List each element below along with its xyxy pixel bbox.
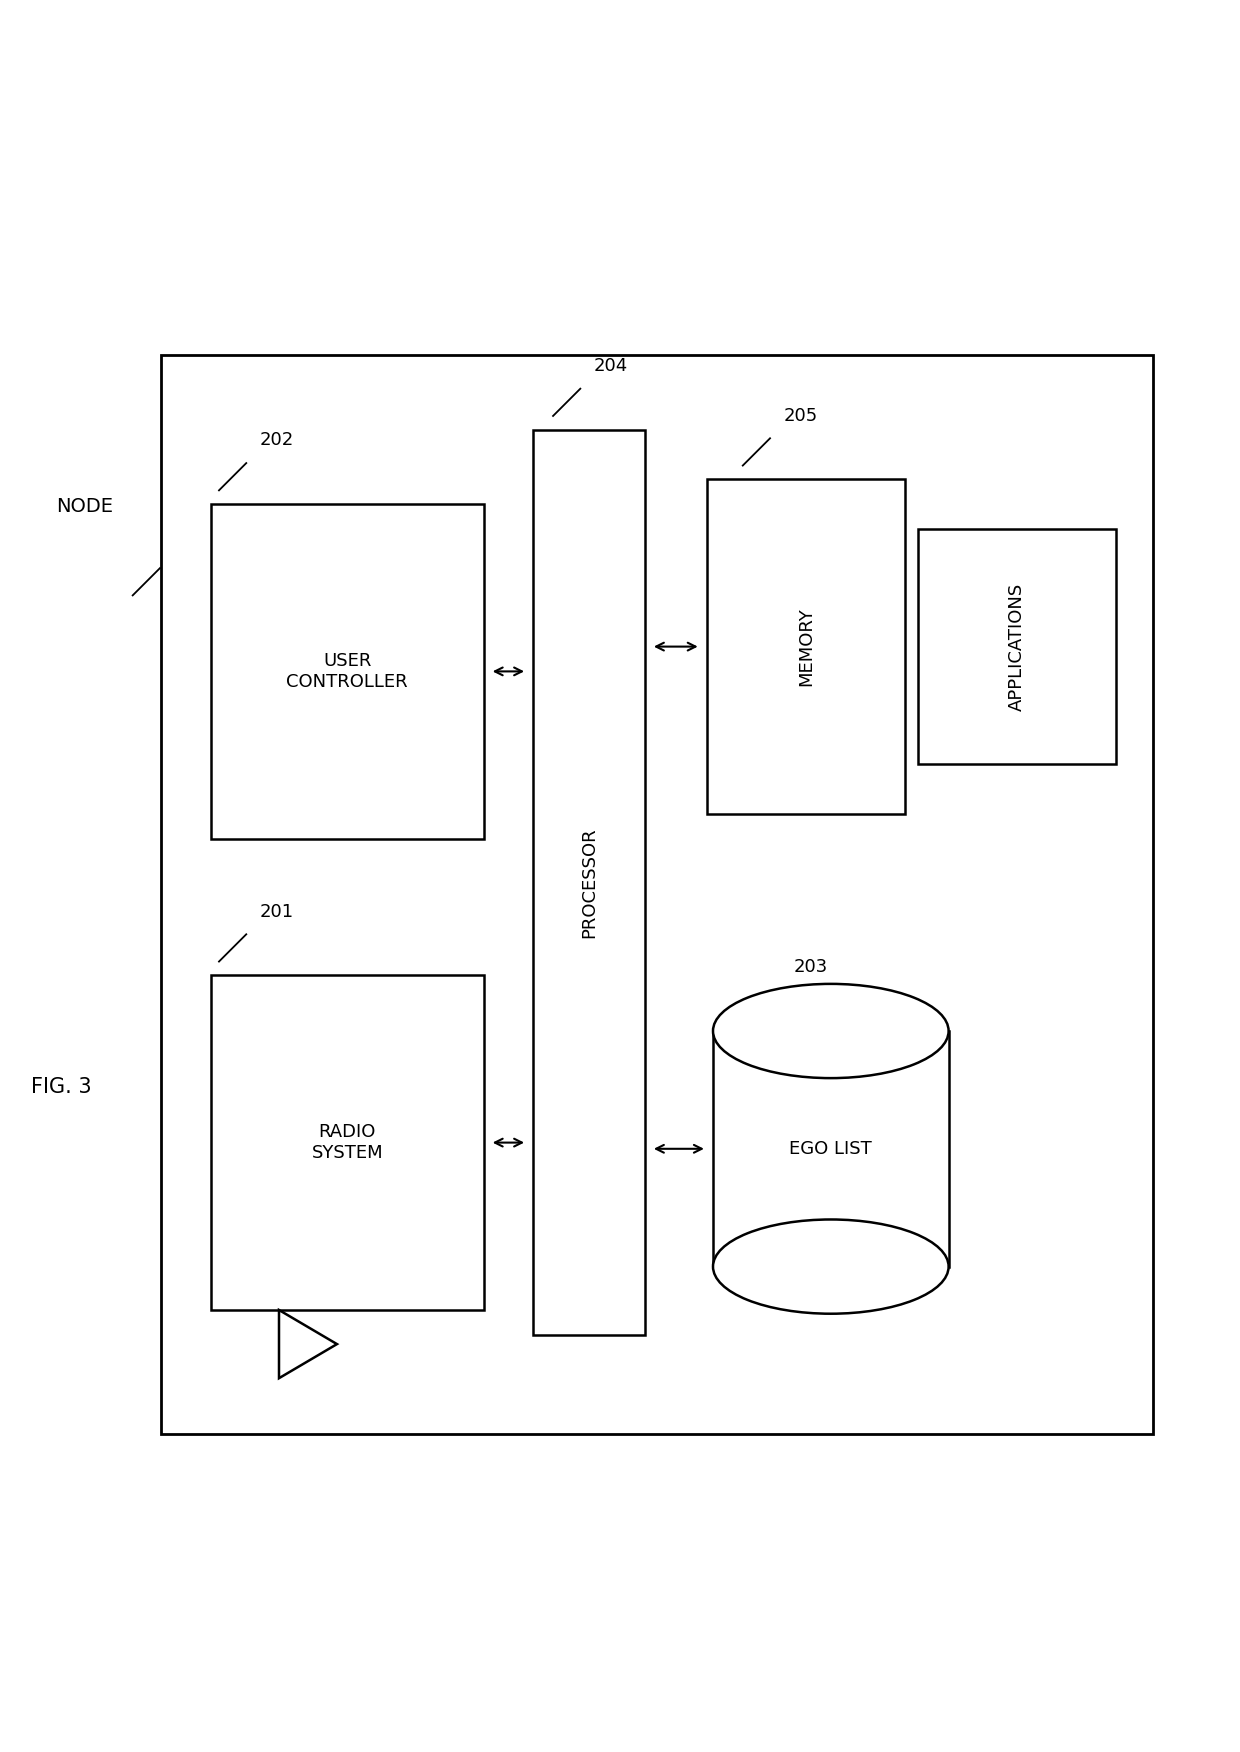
Text: RADIO
SYSTEM: RADIO SYSTEM: [311, 1123, 383, 1162]
Text: 202: 202: [260, 431, 294, 450]
Ellipse shape: [713, 985, 949, 1077]
FancyBboxPatch shape: [533, 429, 645, 1335]
FancyBboxPatch shape: [211, 976, 484, 1310]
FancyBboxPatch shape: [918, 529, 1116, 764]
Text: USER
CONTROLLER: USER CONTROLLER: [286, 652, 408, 690]
Text: NODE: NODE: [56, 498, 113, 515]
Text: EGO LIST: EGO LIST: [790, 1141, 872, 1158]
Text: FIG. 3: FIG. 3: [31, 1077, 92, 1097]
Text: 201: 201: [260, 902, 294, 920]
FancyBboxPatch shape: [707, 480, 905, 815]
FancyBboxPatch shape: [211, 505, 484, 839]
Polygon shape: [279, 1310, 337, 1379]
Text: MEMORY: MEMORY: [797, 608, 815, 687]
Bar: [713, 1030, 949, 1267]
Text: 203: 203: [794, 958, 827, 976]
Text: 204: 204: [594, 357, 629, 375]
Text: 205: 205: [784, 406, 818, 424]
Text: APPLICATIONS: APPLICATIONS: [1008, 582, 1025, 711]
FancyBboxPatch shape: [161, 356, 1153, 1433]
Text: PROCESSOR: PROCESSOR: [580, 827, 598, 937]
Ellipse shape: [713, 1219, 949, 1314]
